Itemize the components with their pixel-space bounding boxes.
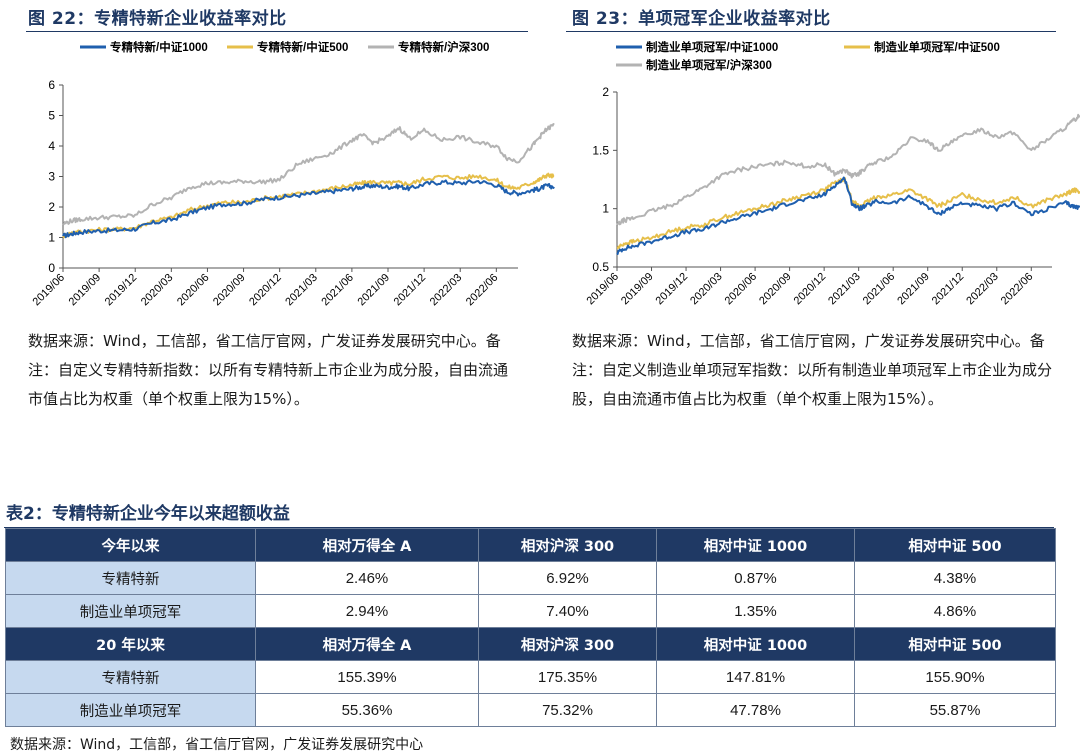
y-tick-label: 1 xyxy=(602,202,609,216)
legend-label: 专精特新/中证1000 xyxy=(110,40,208,54)
table-cell: 55.36% xyxy=(255,693,479,727)
x-tick-label: 2022/06 xyxy=(999,271,1036,308)
table-cell: 4.86% xyxy=(854,594,1056,628)
table-2-title: 表2：专精特新企业今年以来超额收益 xyxy=(6,504,290,524)
header-cell: 今年以来 xyxy=(5,528,256,562)
legend-label: 专精特新/沪深300 xyxy=(398,40,489,54)
legend-label: 制造业单项冠军/中证1000 xyxy=(646,40,778,54)
y-tick-label: 5 xyxy=(48,109,55,123)
header-cell: 相对中证 1000 xyxy=(656,627,855,661)
table-cell: 4.38% xyxy=(854,561,1056,595)
x-tick-label: 2019/09 xyxy=(619,271,656,308)
excess-return-table: 今年以来 相对万得全 A 相对沪深 300 相对中证 1000 相对中证 500… xyxy=(5,528,1056,727)
row-label: 制造业单项冠军 xyxy=(5,693,256,727)
x-tick-label: 2021/03 xyxy=(283,272,320,309)
series-line xyxy=(616,113,1080,226)
legend-label: 专精特新/中证500 xyxy=(257,40,348,54)
table-cell: 155.39% xyxy=(255,660,479,694)
x-tick-label: 2020/12 xyxy=(247,272,284,309)
y-tick-label: 0 xyxy=(48,261,55,275)
y-tick-label: 0.5 xyxy=(592,260,609,274)
y-tick-label: 4 xyxy=(48,139,55,153)
x-tick-label: 2021/12 xyxy=(930,271,967,308)
x-tick-label: 2019/06 xyxy=(31,272,68,309)
figure-23-title: 图 23：单项冠军企业收益率对比 xyxy=(572,9,831,29)
series-line xyxy=(616,177,1080,250)
row-label: 专精特新 xyxy=(5,660,256,694)
table-cell: 147.81% xyxy=(656,660,855,694)
table-row: 专精特新 155.39% 175.35% 147.81% 155.90% xyxy=(5,660,1056,694)
series-line xyxy=(616,176,1080,255)
x-tick-label: 2019/06 xyxy=(585,271,622,308)
row-label: 专精特新 xyxy=(5,561,256,595)
figure-23-note: 数据来源：Wind，工信部，省工信厅官网，广发证券发展研究中心。备注：自定义制造… xyxy=(572,332,1053,408)
x-tick-label: 2021/09 xyxy=(895,271,932,308)
series-line xyxy=(62,123,555,226)
table-cell: 175.35% xyxy=(478,660,657,694)
header-cell: 相对沪深 300 xyxy=(478,528,657,562)
table-cell: 47.78% xyxy=(656,693,855,727)
header-cell: 相对万得全 A xyxy=(255,627,479,661)
x-tick-label: 2020/12 xyxy=(792,271,829,308)
x-tick-label: 2022/03 xyxy=(964,271,1001,308)
x-tick-label: 2022/06 xyxy=(464,272,501,309)
x-tick-label: 2020/06 xyxy=(175,272,212,309)
table-row: 制造业单项冠军 2.94% 7.40% 1.35% 4.86% xyxy=(5,594,1056,628)
table-row: 专精特新 2.46% 6.92% 0.87% 4.38% xyxy=(5,561,1056,595)
figure-22-note: 数据来源：Wind，工信部，省工信厅官网，广发证券发展研究中心。备注：自定义专精… xyxy=(28,332,509,408)
table-source-note: 数据来源：Wind，工信部，省工信厅官网，广发证券发展研究中心 xyxy=(10,737,424,753)
table-cell: 1.35% xyxy=(656,594,855,628)
series-line xyxy=(62,179,555,239)
x-tick-label: 2019/09 xyxy=(67,272,104,309)
x-tick-label: 2021/09 xyxy=(356,272,393,309)
table-header-row: 20 年以来 相对万得全 A 相对沪深 300 相对中证 1000 相对中证 5… xyxy=(5,627,1056,661)
x-tick-label: 2022/03 xyxy=(428,272,465,309)
table-cell: 7.40% xyxy=(478,594,657,628)
table-cell: 0.87% xyxy=(656,561,855,595)
table-2-title-rule xyxy=(4,527,1054,528)
header-cell: 相对沪深 300 xyxy=(478,627,657,661)
x-tick-label: 2019/12 xyxy=(103,272,140,309)
y-tick-label: 2 xyxy=(602,85,609,99)
x-tick-label: 2021/06 xyxy=(319,272,356,309)
table-cell: 6.92% xyxy=(478,561,657,595)
table-cell: 2.94% xyxy=(255,594,479,628)
x-tick-label: 2019/12 xyxy=(654,271,691,308)
legend-label: 制造业单项冠军/沪深300 xyxy=(646,58,772,72)
table-cell: 155.90% xyxy=(854,660,1056,694)
x-tick-label: 2020/03 xyxy=(139,272,176,309)
table-cell: 75.32% xyxy=(478,693,657,727)
x-tick-label: 2020/03 xyxy=(688,271,725,308)
x-tick-label: 2020/09 xyxy=(757,271,794,308)
x-tick-label: 2020/06 xyxy=(723,271,760,308)
header-cell: 20 年以来 xyxy=(5,627,256,661)
figure-22-title-rule xyxy=(26,31,528,32)
y-tick-label: 6 xyxy=(48,78,55,92)
header-cell: 相对中证 500 xyxy=(854,528,1056,562)
table-cell: 2.46% xyxy=(255,561,479,595)
y-tick-label: 1 xyxy=(48,231,55,245)
row-label: 制造业单项冠军 xyxy=(5,594,256,628)
header-cell: 相对中证 1000 xyxy=(656,528,855,562)
y-tick-label: 2 xyxy=(48,200,55,214)
figure-23-title-rule xyxy=(566,31,1056,32)
figure-22-title: 图 22：专精特新企业收益率对比 xyxy=(28,9,287,29)
x-tick-label: 2021/03 xyxy=(826,271,863,308)
header-cell: 相对中证 500 xyxy=(854,627,1056,661)
x-tick-label: 2020/09 xyxy=(211,272,248,309)
table-cell: 55.87% xyxy=(854,693,1056,727)
y-tick-label: 3 xyxy=(48,170,55,184)
y-tick-label: 1.5 xyxy=(592,143,609,157)
chart-champion-returns: 0.511.522019/062019/092019/122020/032020… xyxy=(585,40,1080,308)
x-tick-label: 2021/06 xyxy=(861,271,898,308)
x-tick-label: 2021/12 xyxy=(392,272,429,309)
legend-label: 制造业单项冠军/中证500 xyxy=(874,40,1000,54)
table-header-row: 今年以来 相对万得全 A 相对沪深 300 相对中证 1000 相对中证 500 xyxy=(5,528,1056,562)
header-cell: 相对万得全 A xyxy=(255,528,479,562)
table-row: 制造业单项冠军 55.36% 75.32% 47.78% 55.87% xyxy=(5,693,1056,727)
